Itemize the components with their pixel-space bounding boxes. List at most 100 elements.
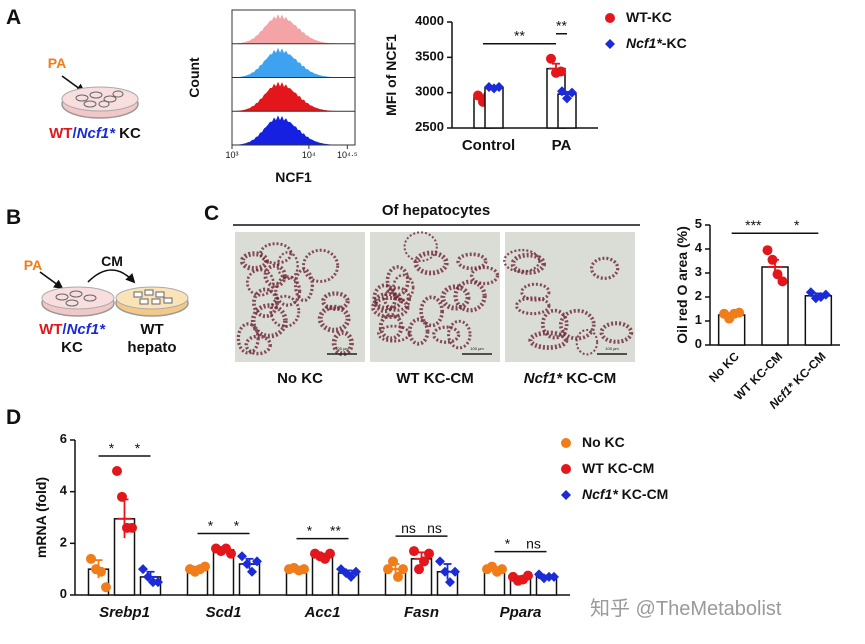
significance-label: *: [208, 517, 214, 533]
data-point: [101, 582, 111, 593]
data-point: [351, 566, 361, 577]
bar-group: [284, 562, 309, 596]
bar-group: [409, 546, 434, 596]
data-point: [567, 87, 577, 98]
stained-cell: [385, 265, 410, 297]
histogram-curve: [232, 47, 355, 78]
y-tick-label: 5: [695, 216, 702, 231]
bar-group: [557, 86, 577, 129]
arrow: [39, 271, 64, 290]
dish-rim: [41, 286, 115, 310]
stained-cell: [413, 250, 449, 276]
stained-cell: [252, 287, 279, 319]
data-point: [153, 577, 163, 588]
panel-label: D: [6, 406, 21, 429]
stained-cell: [540, 308, 569, 340]
bar-group: [185, 561, 210, 596]
stained-cell: [239, 251, 269, 271]
significance-label: **: [514, 27, 525, 43]
scale-bar-label: 100 μm: [470, 346, 484, 351]
stained-cell: [589, 256, 620, 280]
x-tick-label: Scd1: [206, 604, 242, 621]
stained-cell: [407, 317, 430, 346]
panel-label: A: [6, 6, 21, 29]
x-tick-label: 10⁴·⁵: [337, 150, 358, 160]
legend-marker: [561, 464, 571, 474]
data-point: [252, 556, 262, 567]
stained-cell: [528, 330, 569, 350]
data-point: [138, 564, 148, 575]
stained-cell: [321, 291, 350, 311]
source-label: WT/Ncf1*: [39, 321, 106, 338]
dish-rim: [61, 86, 139, 112]
micrograph-title: Of hepatocytes: [382, 202, 490, 219]
x-tick-label: Control: [462, 137, 515, 154]
data-point: [772, 269, 783, 280]
data-point: [127, 522, 137, 533]
significance-label: **: [330, 522, 341, 538]
y-tick-label: 4000: [415, 13, 444, 28]
cell-label-part: KC: [115, 125, 141, 142]
data-point: [546, 53, 556, 64]
y-tick-label: 3: [695, 264, 702, 279]
treatment-label: PA: [24, 257, 42, 273]
data-point: [112, 466, 122, 476]
data-point: [494, 82, 504, 93]
data-point: [440, 566, 450, 577]
stained-cell: [317, 304, 351, 333]
stained-cell: [447, 319, 472, 350]
cell-label-part: Ncf1*: [77, 125, 117, 142]
data-point: [383, 564, 393, 575]
cells: [133, 289, 173, 305]
y-axis-label: Count: [186, 57, 202, 98]
histogram-curve: [232, 81, 355, 112]
data-point: [117, 491, 127, 502]
significance-label: *: [135, 440, 141, 456]
data-point: [435, 556, 445, 567]
legend-label: WT-KC: [626, 9, 672, 25]
bar-group: [717, 307, 746, 346]
y-tick-label: 6: [60, 431, 67, 446]
plot-frame: [231, 9, 356, 146]
y-tick-label: 2500: [415, 119, 444, 134]
cells: [55, 290, 97, 307]
data-point: [393, 571, 403, 582]
stained-cell: [371, 296, 410, 319]
x-tick-label: No KC: [706, 349, 742, 385]
panel-label: C: [204, 202, 219, 225]
stained-cell: [456, 252, 488, 271]
data-point: [820, 289, 831, 300]
x-tick-label: Srebp1: [99, 604, 150, 621]
target-label: hepato: [127, 339, 176, 356]
data-point: [299, 564, 309, 575]
legend-marker: [605, 13, 615, 23]
data-point: [226, 548, 236, 559]
y-tick-label: 3000: [415, 84, 444, 99]
stained-cell: [331, 330, 354, 357]
source-label: KC: [61, 339, 83, 356]
significance-label: *: [505, 535, 511, 551]
data-point: [200, 561, 210, 572]
stained-cell: [503, 248, 541, 273]
legend-marker: [561, 438, 571, 448]
data-point: [762, 245, 773, 256]
source-label-part: WT: [39, 321, 62, 338]
stained-cell: [274, 275, 302, 307]
arrow: [87, 269, 136, 284]
stained-cell: [383, 286, 412, 312]
schematic-a: [61, 75, 139, 119]
significance-label: **: [556, 17, 567, 33]
data-point: [419, 556, 429, 567]
panel-label: B: [6, 206, 21, 229]
x-tick-label: Fasn: [404, 604, 439, 621]
stained-cell: [440, 284, 471, 311]
bar-group: [546, 53, 566, 129]
x-tick-label: 10⁴: [302, 150, 316, 160]
x-axis-label: NCF1: [275, 169, 312, 185]
target-label: WT: [140, 321, 163, 338]
data-point: [398, 564, 408, 575]
data-point: [523, 570, 533, 581]
micrograph-caption: WT KC-CM: [396, 370, 473, 387]
